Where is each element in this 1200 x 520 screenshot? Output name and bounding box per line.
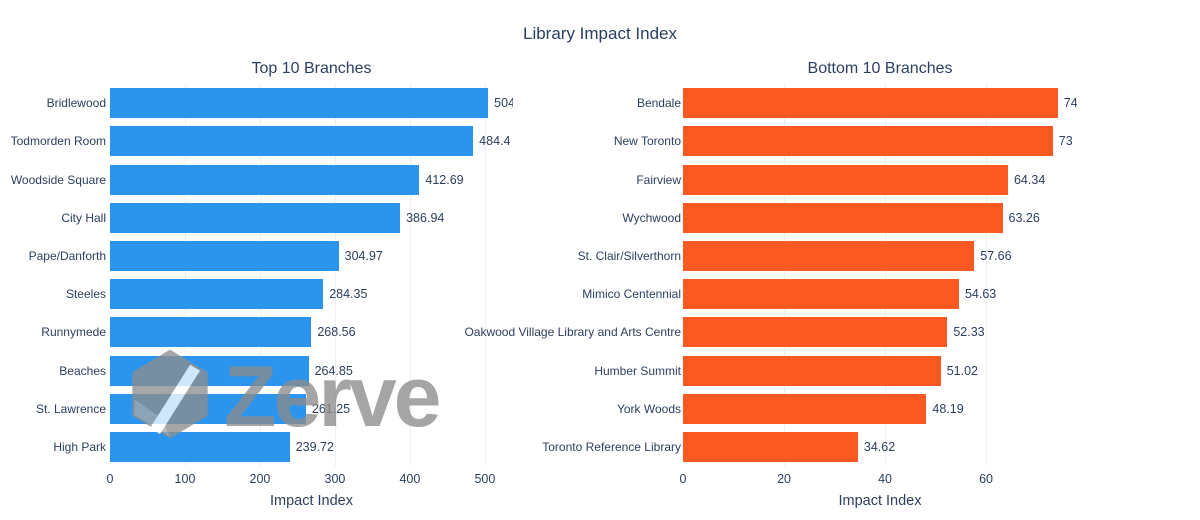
bar-york-woods[interactable] xyxy=(683,394,927,424)
bar-steeles[interactable] xyxy=(110,279,324,309)
bar-value-label: 57.66 xyxy=(980,249,1012,263)
bar-value-label: 74. xyxy=(1063,96,1077,110)
y-category-label: City Hall xyxy=(61,211,106,225)
bar-value-label: 54.63 xyxy=(964,287,997,301)
x-tick-label: 200 xyxy=(249,472,271,486)
bar-runnymede[interactable] xyxy=(110,317,312,347)
y-category-label: New Toronto xyxy=(613,134,681,148)
subplot-title-bottom10: Bottom 10 Branches xyxy=(807,60,953,77)
bar-value-label: 264.85 xyxy=(314,364,353,378)
y-category-label: Wychwood xyxy=(622,211,681,225)
gridline xyxy=(885,84,886,466)
bar-st-clair-silverthorn[interactable] xyxy=(683,241,975,271)
bar-value-label: 73 xyxy=(1058,134,1073,148)
bar-value-label: 239.72 xyxy=(295,440,334,454)
bar-value-label: 51.02 xyxy=(946,364,978,378)
y-category-label: Woodside Square xyxy=(10,173,106,187)
bar-value-label: 504 xyxy=(494,96,513,110)
y-category-label: Todmorden Room xyxy=(10,134,106,148)
bar-city-hall[interactable] xyxy=(110,203,401,233)
bar-humber-summit[interactable] xyxy=(683,356,941,386)
gridline xyxy=(986,84,987,466)
bar-bridlewood[interactable] xyxy=(110,88,489,118)
bar-wychwood[interactable] xyxy=(683,203,1003,233)
y-category-label: St. Clair/Silverthorn xyxy=(577,249,681,263)
x-tick-label: 60 xyxy=(979,472,994,486)
bar-value-label: 484.4 xyxy=(479,134,511,148)
x-axis-title: Impact Index xyxy=(269,493,353,509)
gridline xyxy=(260,84,261,466)
gridline xyxy=(185,84,186,466)
y-category-label: Steeles xyxy=(65,287,106,301)
y-category-label: Toronto Reference Library xyxy=(542,440,681,454)
bar-pape-danforth[interactable] xyxy=(110,241,339,271)
bar-mimico-centennial[interactable] xyxy=(683,279,959,309)
bar-value-label: 52.33 xyxy=(953,325,985,339)
bar-value-label: 268.56 xyxy=(317,325,356,339)
bar-value-label: 261.25 xyxy=(311,402,351,416)
y-category-label: Bendale xyxy=(636,96,681,110)
x-tick-label: 100 xyxy=(174,472,196,486)
x-tick-label: 20 xyxy=(777,472,791,486)
chart-title: Library Impact Index xyxy=(522,24,677,43)
y-category-label: St. Lawrence xyxy=(35,402,106,416)
gridline xyxy=(784,84,785,466)
y-category-label: Pape/Danforth xyxy=(28,249,106,263)
bar-todmorden-room[interactable] xyxy=(110,126,474,156)
bar-value-label: 284.35 xyxy=(329,287,368,301)
y-category-label: High Park xyxy=(53,440,106,454)
y-category-label: Bridlewood xyxy=(46,96,106,110)
gridline xyxy=(485,84,486,466)
y-category-label: Oakwood Village Library and Arts Centre xyxy=(464,325,681,339)
bar-woodside-square[interactable] xyxy=(110,165,420,195)
y-category-label: Humber Summit xyxy=(594,364,681,378)
x-tick-label: 300 xyxy=(324,472,346,486)
bar-value-label: 386.94 xyxy=(406,211,445,225)
y-category-label: York Woods xyxy=(616,402,681,416)
x-axis-title: Impact Index xyxy=(838,493,922,509)
plot-area: 74. 73 64.34 63.26 57.66 54.63 52.33 51.02 48.19… xyxy=(683,84,1077,466)
bar-value-label: 63.26 xyxy=(1008,211,1040,225)
y-category-label: Beaches xyxy=(59,364,106,378)
x-tick-label: 0 xyxy=(106,472,114,486)
x-tick-label: 500 xyxy=(474,472,496,486)
bar-value-label: 412.69 xyxy=(425,173,464,187)
bar-value-label: 304.97 xyxy=(344,249,383,263)
bar-value-label: 48.19 xyxy=(932,402,964,416)
gridline xyxy=(410,84,411,466)
bar-bendale[interactable] xyxy=(683,88,1058,118)
bar-oakwood-village-library-and-arts-centre[interactable] xyxy=(683,317,948,347)
bar-toronto-reference-library[interactable] xyxy=(683,432,858,462)
bar-value-label: 64.34 xyxy=(1013,173,1046,187)
y-category-label: Fairview xyxy=(636,173,681,187)
gridline xyxy=(335,84,336,466)
x-tick-label: 40 xyxy=(878,472,892,486)
y-category-label: Runnymede xyxy=(41,325,106,339)
bar-new-toronto[interactable] xyxy=(683,126,1053,156)
bar-value-label: 34.62 xyxy=(863,440,896,454)
y-category-label: Mimico Centennial xyxy=(582,287,681,301)
x-tick-label: 400 xyxy=(399,472,421,486)
x-tick-label: 0 xyxy=(679,472,687,486)
bar-fairview[interactable] xyxy=(683,165,1008,195)
subplot-title-top10: Top 10 Branches xyxy=(251,60,372,77)
